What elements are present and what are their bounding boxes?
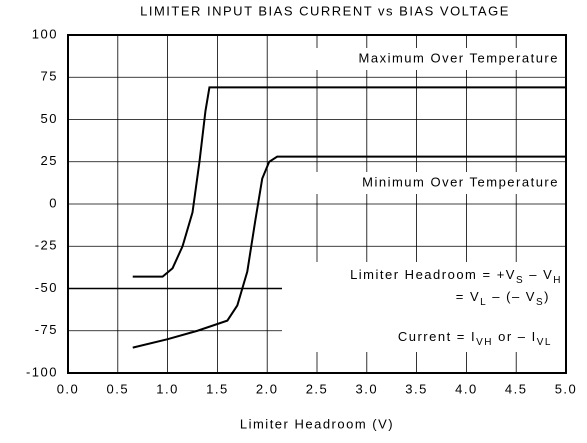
annotation-text: Current = I [398,329,476,344]
x-tick-label: 3.0 [356,381,379,396]
series-label: Minimum Over Temperature [362,174,559,189]
y-tick-label: -100 [26,364,58,379]
annotation-text: Limiter Headroom = +V [350,267,516,282]
series-label: Maximum Over Temperature [359,50,559,65]
y-tick-label: -75 [35,322,58,337]
subscript: VH [476,337,493,348]
y-tick-label: -25 [35,238,58,253]
annotation-text: – V [524,267,553,282]
series-line [132,155,566,349]
y-tick-label: 50 [41,111,58,126]
annotation: Limiter Headroom = +VS – VH [350,267,562,285]
chart-title: LIMITER INPUT BIAS CURRENT vs BIAS VOLTA… [140,3,510,18]
y-tick-label: 0 [49,195,58,210]
subscript: H [553,275,562,286]
y-tick-label: 75 [41,69,58,84]
subscript: S [536,297,544,308]
annotation-bg [282,262,565,352]
x-tick-label: 4.0 [455,381,478,396]
annotation: = VL – (– VS) [456,289,550,307]
plot-frame [67,34,567,374]
x-tick-label: 3.5 [405,381,428,396]
subscript: VL [537,337,552,348]
label-bg [306,172,565,194]
annotation-text: or – I [493,329,537,344]
x-tick-label: 2.0 [256,381,279,396]
x-tick-label: 2.5 [306,381,329,396]
annotation-text: ) [544,289,550,304]
x-tick-label: 1.0 [156,381,179,396]
y-tick-label: -50 [35,280,58,295]
x-tick-label: 5.0 [555,381,578,396]
subscript: S [516,275,524,286]
y-tick-label: 25 [41,153,58,168]
annotation-text: = V [456,289,480,304]
series-line [132,86,566,278]
annotation-text: – (– V [487,289,536,304]
x-tick-label: 0.0 [57,381,80,396]
x-tick-label: 1.5 [206,381,229,396]
x-tick-label: 0.5 [107,381,130,396]
annotation: Current = IVH or – IVL [398,329,552,347]
label-bg [306,48,565,70]
x-axis-label: Limiter Headroom (V) [240,416,394,431]
x-tick-label: 4.5 [505,381,528,396]
y-tick-label: 100 [32,26,58,41]
subscript: L [480,297,487,308]
